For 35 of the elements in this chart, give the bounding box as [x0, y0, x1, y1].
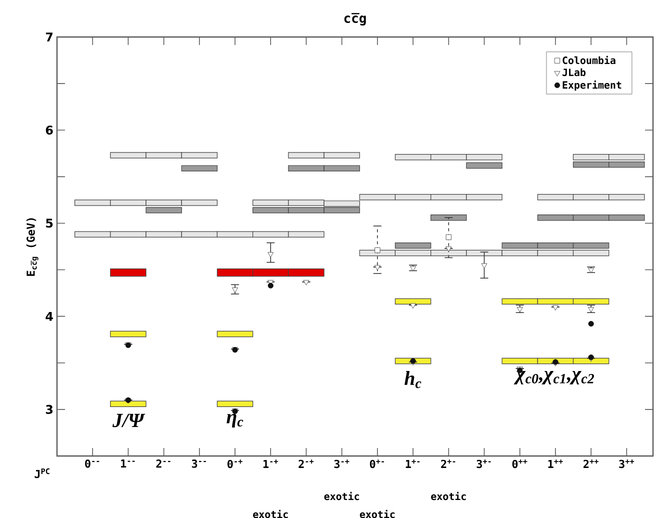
- x-tick-label: 1$^{-+}$: [263, 460, 278, 468]
- x-tick-label: 1$^{+-}$: [406, 460, 420, 468]
- text: exotic: [360, 510, 395, 518]
- x-tick-label: 2$^{-+}$: [298, 460, 314, 468]
- legend-label: Experiment: [562, 80, 622, 91]
- x-tick-label: 1$^{--}$: [121, 460, 135, 468]
- y-tick-label: 4: [46, 312, 53, 321]
- text: exotic: [253, 510, 288, 518]
- x-tick-label: 3$^{++}$: [619, 460, 634, 468]
- x-tick-label: 2$^{--}$: [156, 460, 170, 468]
- x-tick-label: 3$^{-+}$: [334, 460, 350, 468]
- x-axis-title: J$^{PC}$: [34, 468, 50, 478]
- y-tick-label: 7: [46, 32, 53, 42]
- x-tick-label: 0$^{++}$: [512, 460, 528, 468]
- chart-title: cc̅g: [344, 13, 366, 26]
- x-tick-label: 1$^{++}$: [548, 460, 563, 468]
- x-tick-label: 3$^{--}$: [192, 460, 206, 468]
- x-tick-label: 0$^{-+}$: [228, 460, 242, 468]
- legend-label: JLab: [562, 68, 586, 76]
- x-tick-label: 2$^{+-}$: [441, 460, 456, 468]
- annotation: h$_{c}$: [404, 371, 422, 388]
- legend-label: Coloumbia: [562, 56, 616, 64]
- annotation: χ$_{c0}$,χ$_{c1}$,χ$_{c2}$: [514, 371, 594, 384]
- y-tick-label: 6: [46, 126, 53, 135]
- annotation: J/Ψ: [112, 414, 146, 428]
- text: exotic: [431, 492, 466, 500]
- x-tick-label: 2$^{++}$: [584, 460, 598, 468]
- y-tick-label: 5: [46, 218, 53, 228]
- text: exotic: [324, 492, 359, 500]
- y-tick-label: 3: [46, 404, 53, 414]
- x-tick-label: 0$^{--}$: [85, 460, 100, 468]
- text: E$_{cc̅g}$ (GeV): [26, 218, 38, 276]
- annotation: η$_{c}$: [226, 414, 244, 428]
- x-tick-label: 3$^{+-}$: [476, 460, 491, 468]
- x-tick-label: 0$^{+-}$: [370, 460, 384, 468]
